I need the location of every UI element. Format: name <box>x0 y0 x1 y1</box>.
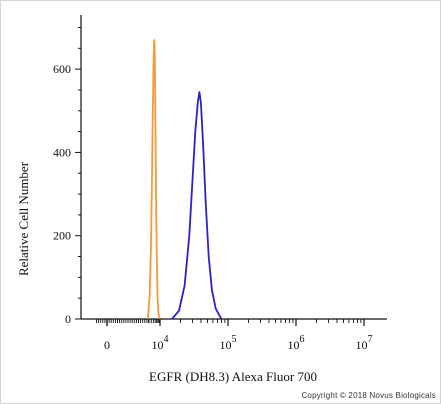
x-tick-label: 104 <box>152 334 169 352</box>
x-axis-label: EGFR (DH8.3) Alexa Fluor 700 <box>149 369 317 384</box>
y-tick-label: 600 <box>53 62 71 76</box>
y-tick-label: 0 <box>65 312 71 326</box>
histogram-series-2 <box>171 91 223 320</box>
y-axis-label: Relative Cell Number <box>16 161 31 276</box>
copyright-text: Copyright © 2018 Novus Biologicals <box>301 391 436 400</box>
x-tick-label: 0 <box>104 338 110 352</box>
x-tick-label: 105 <box>220 334 237 352</box>
y-tick-label: 200 <box>53 229 71 243</box>
y-tick-label: 400 <box>53 145 71 159</box>
histogram-series-1 <box>147 39 161 320</box>
x-tick-label: 107 <box>356 334 373 352</box>
x-tick-label: 106 <box>288 334 305 352</box>
